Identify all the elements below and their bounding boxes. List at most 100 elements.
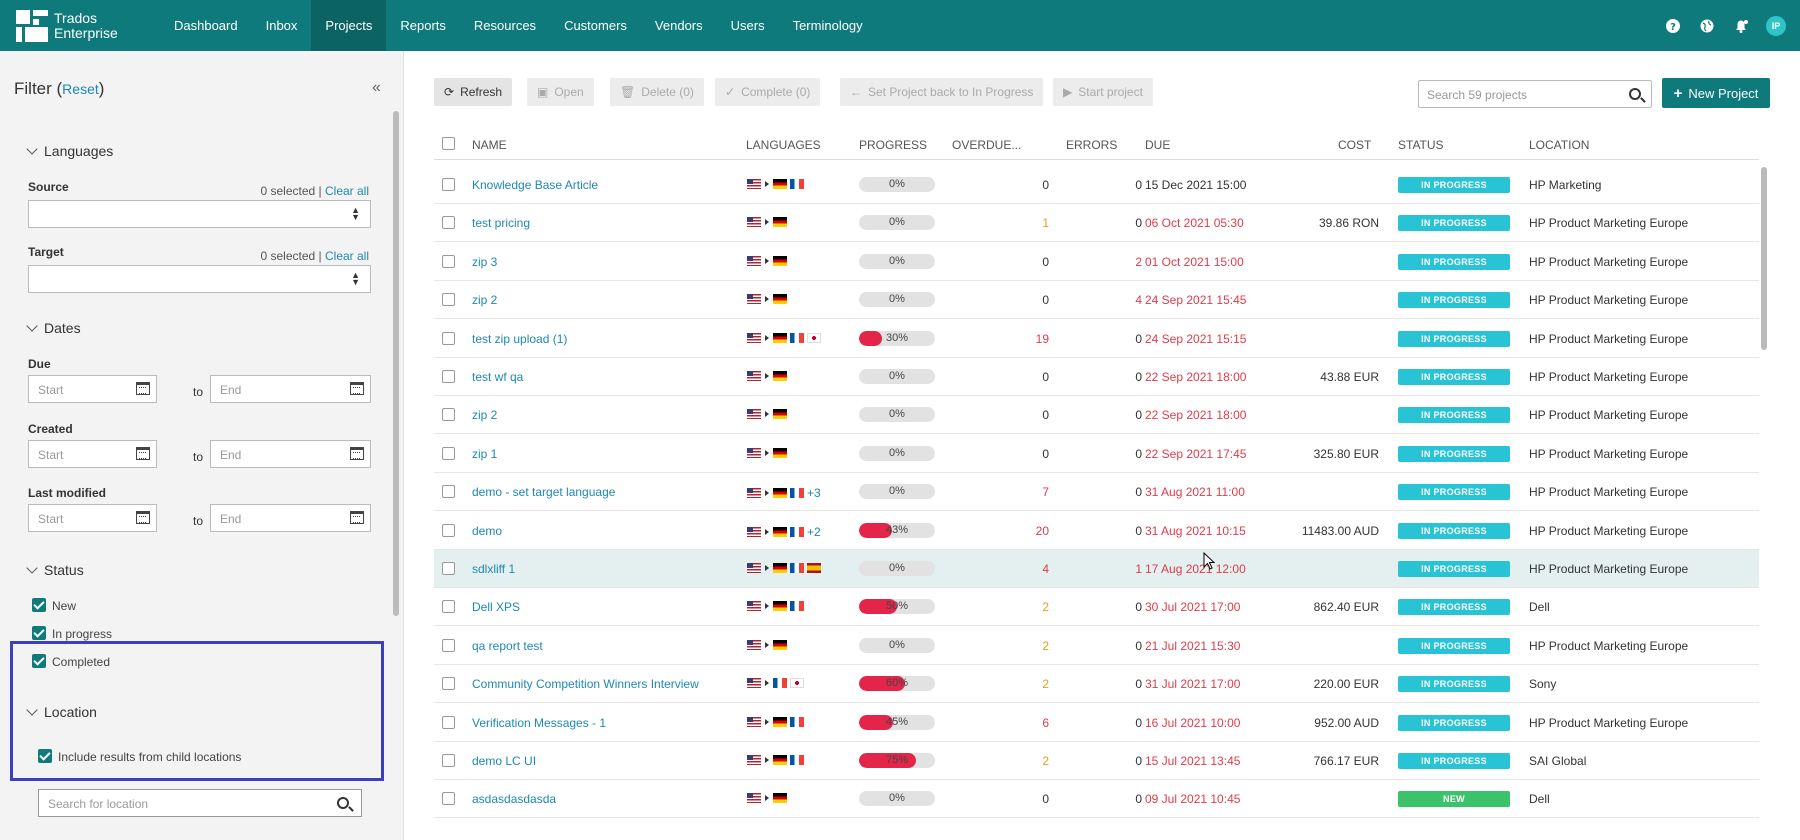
row-checkbox[interactable] [442,216,455,230]
sidebar-scrollbar[interactable] [393,111,399,616]
row-checkbox[interactable] [442,178,455,191]
table-row[interactable]: zip 3 0% 0 2 01 Oct 2021 15:00 IN PROGRESS HP … [434,242,1759,281]
row-checkbox[interactable] [442,677,455,691]
search-icon[interactable] [1629,88,1641,100]
project-name-link[interactable]: zip 2 [472,293,498,308]
column-errors[interactable]: ERRORS [1066,138,1118,152]
table-row[interactable]: demo +2 43% 20 0 31 Aug 2021 10:15 11483.00 AU… [434,511,1759,550]
project-search-input[interactable]: Search 59 projects [1418,80,1652,108]
start-project-button[interactable]: ▶ Start project [1053,78,1153,106]
row-checkbox[interactable] [442,293,455,307]
modified-end-date-input[interactable]: End [210,504,371,532]
project-name-link[interactable]: qa report test [472,638,543,653]
table-row[interactable]: Knowledge Base Article 0% 0 0 15 Dec 2021 15… [434,166,1759,204]
table-row[interactable]: Dell XPS 50% 2 0 30 Jul 2021 17:00 862.40 EUR… [434,588,1759,627]
table-row[interactable]: asdasdasdasda 0% 0 0 09 Jul 2021 10:45 NEW Del… [434,780,1759,819]
table-row[interactable]: test zip upload (1) 30% 19 0 24 Sep 2021 15:… [434,319,1759,358]
project-name-link[interactable]: zip 1 [472,446,498,461]
project-name-link[interactable]: sdlxliff 1 [472,562,516,576]
column-languages[interactable]: LANGUAGES [746,138,821,152]
project-name-link[interactable]: demo - set target language [472,485,616,500]
project-name-link[interactable]: zip 2 [472,408,498,423]
complete-button[interactable]: ✓ Complete (0) [715,78,821,106]
help-icon[interactable]: ? [1664,17,1682,35]
created-start-date-input[interactable]: Start [28,440,157,468]
due-start-date-input[interactable]: Start [28,375,157,403]
calendar-icon[interactable] [350,447,364,460]
nav-inbox[interactable]: Inbox [265,18,298,33]
column-overdue[interactable]: OVERDUE... [952,138,1022,152]
table-row[interactable]: zip 2 0% 0 0 22 Sep 2021 18:00 IN PROGRESS HP … [434,396,1759,435]
set-back-in-progress-button[interactable]: ← Set Project back to In Progress [840,78,1044,106]
column-name[interactable]: NAME [472,138,507,152]
status-in-progress-checkbox[interactable] [32,626,46,640]
table-row[interactable]: zip 2 0% 0 4 24 Sep 2021 15:45 IN PROGRESS HP … [434,281,1759,320]
row-checkbox[interactable] [442,370,455,383]
row-checkbox[interactable] [442,331,455,345]
include-child-locations-checkbox[interactable] [38,749,52,763]
nav-terminology[interactable]: Terminology [792,18,863,33]
target-language-select[interactable]: ▲ ▼ [28,265,371,293]
created-end-date-input[interactable]: End [210,440,371,468]
nav-customers[interactable]: Customers [564,18,627,33]
project-name-link[interactable]: asdasdasdasda [472,792,557,807]
project-name-link[interactable]: demo LC UI [472,754,537,768]
table-row[interactable]: qa report test 0% 2 0 21 Jul 2021 15:30 IN PR… [434,626,1759,665]
row-checkbox[interactable] [442,600,455,614]
more-languages-count[interactable]: +2 [807,524,821,539]
table-row[interactable]: sdlxliff 1 0% 4 1 17 Aug 2021 12:00 IN PROGRE… [434,550,1759,588]
brand[interactable]: Trados Enterprise [0,0,160,51]
search-icon[interactable] [337,797,349,809]
target-clear-all-link[interactable]: Clear all [324,249,369,263]
table-row[interactable]: test pricing 0% 1 0 06 Oct 2021 05:30 39.86 R… [434,204,1759,243]
table-row[interactable]: Verification Messages - 1 45% 6 0 16 Jul 202… [434,703,1759,742]
row-checkbox[interactable] [442,523,455,537]
project-name-link[interactable]: Community Competition Winners Interview [472,677,699,692]
status-new-checkbox[interactable] [32,598,46,612]
user-avatar[interactable]: IP [1766,15,1786,36]
nav-resources[interactable]: Resources [473,18,537,33]
project-name-link[interactable]: test pricing [472,216,531,231]
table-row[interactable]: demo LC UI 75% 2 0 15 Jul 2021 13:45 766.17 E… [434,742,1759,780]
source-language-select[interactable]: ▲ ▼ [28,200,371,228]
calendar-icon[interactable] [136,447,150,460]
nav-vendors[interactable]: Vendors [654,18,703,33]
status-completed-checkbox[interactable] [32,654,46,668]
select-all-checkbox[interactable] [442,137,455,150]
column-cost[interactable]: COST [1338,138,1372,152]
globe-icon[interactable] [1698,17,1716,35]
column-progress[interactable]: PROGRESS [859,138,928,152]
row-checkbox[interactable] [442,254,455,268]
table-row[interactable]: Community Competition Winners Interview 6… [434,665,1759,704]
table-scrollbar[interactable] [1761,167,1767,350]
calendar-icon[interactable] [136,382,150,395]
table-row[interactable]: demo - set target language +3 0% 7 0 31 Aug 2… [434,473,1759,512]
location-search-input[interactable]: Search for location [38,789,362,817]
column-due[interactable]: DUE [1145,138,1171,152]
modified-start-date-input[interactable]: Start [28,504,157,532]
calendar-icon[interactable] [350,511,364,524]
nav-projects[interactable]: Projects [311,0,387,51]
calendar-icon[interactable] [136,511,150,524]
collapse-sidebar-icon[interactable]: « [372,79,381,96]
row-checkbox[interactable] [442,638,455,652]
nav-dashboard[interactable]: Dashboard [174,18,238,33]
due-end-date-input[interactable]: End [210,375,371,403]
more-languages-count[interactable]: +3 [807,486,821,501]
status-section-header[interactable]: Status [26,562,84,578]
source-clear-all-link[interactable]: Clear all [324,184,369,198]
nav-users[interactable]: Users [730,18,765,33]
row-checkbox[interactable] [442,715,455,729]
calendar-icon[interactable] [350,382,364,395]
column-location[interactable]: LOCATION [1529,138,1590,152]
row-checkbox[interactable] [442,446,455,460]
project-name-link[interactable]: Dell XPS [472,600,521,615]
delete-button[interactable]: 🗑 Delete (0) [610,78,704,106]
row-checkbox[interactable] [442,485,455,499]
project-name-link[interactable]: test wf qa [472,370,524,384]
row-checkbox[interactable] [442,562,455,575]
dates-section-header[interactable]: Dates [26,320,81,336]
column-status[interactable]: STATUS [1398,138,1444,152]
new-project-button[interactable]: + New Project [1662,78,1770,108]
table-row[interactable]: test wf qa 0% 0 0 22 Sep 2021 18:00 43.88 EUR… [434,358,1759,396]
